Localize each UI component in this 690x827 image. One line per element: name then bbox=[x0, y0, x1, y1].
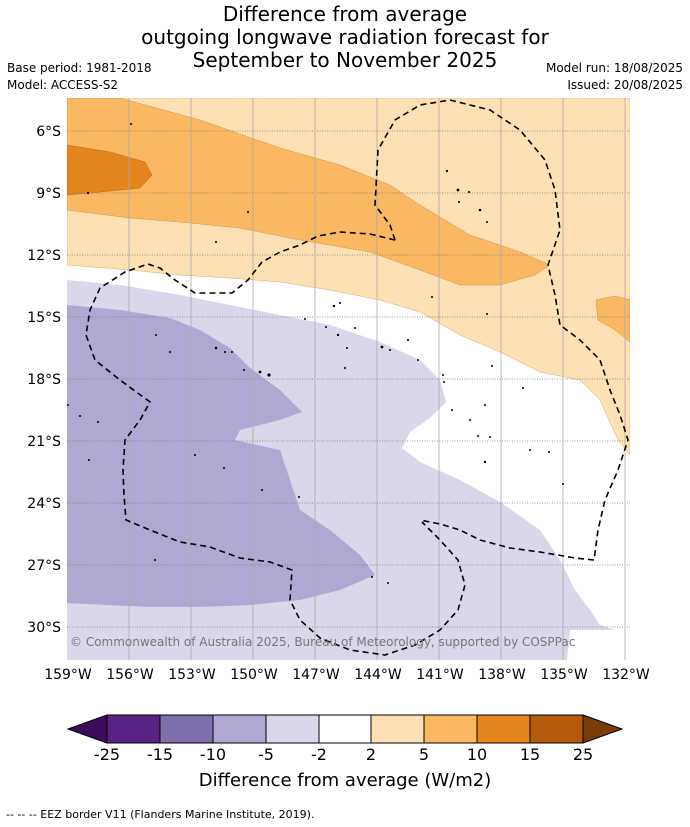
lon-label: 135°W bbox=[540, 667, 588, 683]
eez-border-central bbox=[85, 231, 466, 656]
title-line-2: outgoing longwave radiation forecast for bbox=[141, 25, 549, 49]
colorbar-tick: 25 bbox=[572, 745, 594, 764]
colorbar-tick: -10 bbox=[199, 745, 227, 764]
colorbar-tick: -2 bbox=[311, 745, 327, 764]
colorbar-title: Difference from average (W/m2) bbox=[198, 770, 492, 791]
model-name: Model: ACCESS-S2 bbox=[7, 78, 119, 92]
lat-label: 6°S bbox=[36, 124, 61, 140]
colorbar-swatch bbox=[423, 714, 478, 744]
eez-footnote: -- -- -- EEZ border V11 (Flanders Marine… bbox=[6, 808, 315, 821]
lon-label: 138°W bbox=[478, 667, 526, 683]
copyright-notice: © Commonwealth of Australia 2025, Bureau… bbox=[70, 635, 575, 649]
title-line-3: September to November 2025 bbox=[192, 48, 498, 72]
lat-label: 15°S bbox=[27, 310, 61, 326]
lat-label: 21°S bbox=[27, 434, 61, 450]
model-run: Model run: 18/08/2025 bbox=[545, 61, 683, 75]
colorbar-swatch bbox=[159, 714, 214, 744]
colorbar-swatch bbox=[318, 714, 372, 744]
issued-date: Issued: 20/08/2025 bbox=[567, 78, 683, 92]
anomaly-minus10-to-minus5-region bbox=[67, 305, 375, 607]
colorbar-swatch bbox=[370, 714, 425, 744]
colorbar-swatch-above-max bbox=[582, 714, 624, 744]
colorbar-tick: -5 bbox=[258, 745, 274, 764]
anomaly-10-to-15-region bbox=[67, 144, 153, 196]
colorbar-swatch bbox=[529, 714, 584, 744]
anomaly-5-to-10-region bbox=[67, 98, 551, 286]
lon-label: 147°W bbox=[292, 667, 340, 683]
latitude-labels: 6°S 9°S 12°S 15°S 18°S 21°S 24°S 27°S 30… bbox=[27, 124, 61, 636]
lat-label: 24°S bbox=[27, 496, 61, 512]
colorbar-tick: 15 bbox=[519, 745, 541, 764]
colorbar-tick: 10 bbox=[466, 745, 488, 764]
lon-label: 156°W bbox=[106, 667, 154, 683]
lat-label: 9°S bbox=[36, 186, 61, 202]
title-line-1: Difference from average bbox=[222, 2, 468, 26]
lon-label: 150°W bbox=[230, 667, 278, 683]
lon-label: 144°W bbox=[354, 667, 402, 683]
colorbar-tick: 2 bbox=[365, 745, 377, 764]
colorbar bbox=[66, 714, 624, 744]
lon-label: 153°W bbox=[168, 667, 216, 683]
lon-label: 159°W bbox=[44, 667, 92, 683]
colorbar-swatch bbox=[476, 714, 531, 744]
lat-label: 27°S bbox=[27, 558, 61, 574]
base-period: Base period: 1981-2018 bbox=[7, 61, 152, 75]
colorbar-swatch bbox=[212, 714, 267, 744]
lon-label: 132°W bbox=[602, 667, 650, 683]
eez-border-north bbox=[374, 99, 629, 561]
lat-label: 12°S bbox=[27, 248, 61, 264]
anomaly-5-to-10-region-east bbox=[595, 295, 630, 343]
lat-label: 30°S bbox=[27, 620, 61, 636]
colorbar-swatch bbox=[106, 714, 161, 744]
colorbar-tick: 5 bbox=[418, 745, 430, 764]
colorbar-tick: -25 bbox=[93, 745, 121, 764]
lon-label: 141°W bbox=[416, 667, 464, 683]
lat-label: 18°S bbox=[27, 372, 61, 388]
colorbar-tick: -15 bbox=[146, 745, 174, 764]
colorbar-swatch bbox=[265, 714, 320, 744]
longitude-labels: 159°W 156°W 153°W 150°W 147°W 144°W 141°… bbox=[44, 667, 650, 683]
colorbar-swatch-below-min bbox=[66, 714, 108, 744]
